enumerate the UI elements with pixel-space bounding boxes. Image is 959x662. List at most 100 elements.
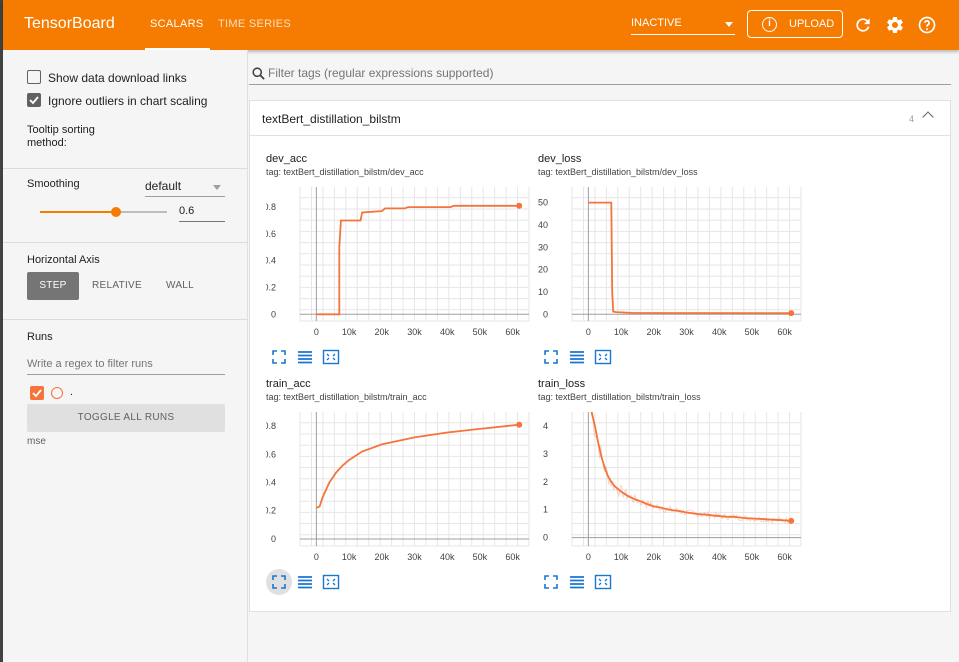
last-point-marker (788, 310, 795, 317)
tag-filter-input[interactable]: Filter tags (regular expressions support… (249, 62, 951, 85)
chart-card-train_loss: train_loss tag: textBert_distillation_bil… (538, 378, 803, 608)
run-color-swatch[interactable] (51, 387, 63, 399)
ignore-outliers-checkbox[interactable] (27, 93, 41, 107)
tooltip-sorting-value: default (145, 179, 182, 193)
x-tick-label: 20k (647, 327, 662, 337)
series-line (316, 423, 520, 509)
smoothing-slider-fill (40, 211, 116, 213)
x-tick-label: 60k (505, 552, 520, 562)
tag-filter-placeholder: Filter tags (regular expressions support… (268, 66, 494, 80)
x-tick-label: 30k (407, 327, 422, 337)
x-tick-label: 0 (586, 327, 591, 337)
sidebar: Show data download links Ignore outliers… (3, 50, 248, 662)
tag-group-header[interactable]: textBert_distillation_bilstm 4 (250, 101, 950, 136)
data-list-icon[interactable] (568, 573, 586, 591)
y-tick-label: 4 (543, 421, 548, 431)
plugin-select-value: INACTIVE (631, 17, 682, 29)
show-download-links-checkbox[interactable] (27, 70, 41, 84)
ignore-outliers-label: Ignore outliers in chart scaling (48, 94, 208, 108)
last-point-marker (516, 202, 523, 209)
upload-button[interactable]: i UPLOAD (747, 10, 843, 38)
chart-card-train_acc: train_acc tag: textBert_distillation_bils… (266, 378, 531, 608)
axis-step-button[interactable]: STEP (27, 272, 79, 300)
plugin-select[interactable]: INACTIVE (631, 13, 735, 35)
divider (3, 319, 248, 320)
horizontal-axis-label: Horizontal Axis (27, 254, 100, 266)
smoothing-slider[interactable] (40, 207, 167, 217)
refresh-icon[interactable] (853, 15, 873, 35)
toggle-all-runs-button[interactable]: TOGGLE ALL RUNS (27, 404, 225, 432)
x-tick-label: 0 (586, 552, 591, 562)
fit-domain-icon[interactable] (322, 573, 340, 591)
show-download-links-label: Show data download links (48, 71, 187, 85)
smoothing-slider-thumb[interactable] (111, 207, 121, 217)
x-tick-label: 50k (473, 327, 488, 337)
tag-group-count: 4 (908, 114, 914, 124)
smoothing-input[interactable]: 0.6 (179, 202, 225, 222)
fullscreen-highlight (266, 569, 292, 595)
help-icon[interactable] (917, 15, 937, 35)
runs-footer-text: mse (27, 436, 46, 447)
y-tick-label: 50 (538, 198, 548, 208)
x-tick-label: 20k (375, 327, 390, 337)
x-tick-label: 20k (647, 552, 662, 562)
last-point-marker (788, 517, 795, 524)
x-tick-label: 40k (712, 327, 727, 337)
series-line (588, 201, 792, 315)
y-tick-label: 40 (538, 220, 548, 230)
chevron-up-icon[interactable] (922, 111, 934, 123)
run-checkbox[interactable] (30, 386, 44, 400)
y-tick-label: 0.2 (266, 506, 276, 516)
fit-domain-icon[interactable] (594, 573, 612, 591)
chevron-down-icon (213, 185, 221, 190)
smoothing-label: Smoothing (27, 178, 80, 190)
chart-toolbar (542, 348, 612, 368)
check-icon (32, 389, 42, 398)
chart-card-dev_acc: dev_acc tag: textBert_distillation_bilstm… (266, 153, 531, 383)
app-title: TensorBoard (24, 15, 115, 32)
tag-group-title: textBert_distillation_bilstm (262, 112, 401, 126)
y-tick-label: 2 (543, 477, 548, 487)
x-tick-label: 10k (614, 552, 629, 562)
y-tick-label: 3 (543, 449, 548, 459)
data-list-icon[interactable] (296, 348, 314, 366)
x-tick-label: 20k (375, 552, 390, 562)
chart-title: train_acc (266, 378, 311, 390)
data-list-icon[interactable] (296, 573, 314, 591)
line-chart: 0 10k 20k 30k 40k 50k 60k 0 10 20 30 40 50 (538, 187, 802, 337)
series-line (316, 204, 520, 316)
fullscreen-icon[interactable] (542, 573, 560, 591)
fullscreen-icon[interactable] (542, 348, 560, 366)
tab-time-series[interactable]: TIME SERIES (218, 18, 291, 30)
line-chart: 0 10k 20k 30k 40k 50k 60k 0 0.2 0.4 0.6 0.8 (266, 187, 530, 337)
x-tick-label: 50k (745, 552, 760, 562)
chart-title: dev_loss (538, 153, 582, 165)
y-tick-label: 20 (538, 265, 548, 275)
y-tick-label: 0.2 (266, 283, 276, 293)
y-tick-label: 0 (543, 533, 548, 543)
tab-scalars[interactable]: SCALARS (150, 18, 204, 30)
axis-relative-button[interactable]: RELATIVE (91, 280, 142, 291)
tooltip-sorting-select[interactable]: default (145, 177, 225, 197)
chart-tag: tag: textBert_distillation_bilstm/train_… (266, 392, 427, 402)
fullscreen-icon[interactable] (270, 573, 288, 591)
gear-icon[interactable] (885, 15, 905, 35)
x-tick-label: 0 (314, 327, 319, 337)
fit-domain-icon[interactable] (594, 348, 612, 366)
chart-title: dev_acc (266, 153, 307, 165)
x-tick-label: 40k (712, 552, 727, 562)
axis-wall-button[interactable]: WALL (165, 280, 195, 291)
fit-domain-icon[interactable] (322, 348, 340, 366)
data-list-icon[interactable] (568, 348, 586, 366)
x-tick-label: 30k (679, 327, 694, 337)
divider (3, 242, 248, 243)
divider (3, 168, 248, 169)
runs-filter-input[interactable]: Write a regex to filter runs (27, 355, 225, 375)
fullscreen-icon[interactable] (270, 348, 288, 366)
line-chart: 0 10k 20k 30k 40k 50k 60k 0 0.2 0.4 0.6 0.8 (266, 412, 530, 562)
chart-toolbar (542, 573, 612, 593)
x-tick-label: 10k (614, 327, 629, 337)
series-line (590, 411, 792, 522)
chart-tag: tag: textBert_distillation_bilstm/dev_ac… (266, 167, 424, 177)
x-tick-label: 60k (777, 552, 792, 562)
